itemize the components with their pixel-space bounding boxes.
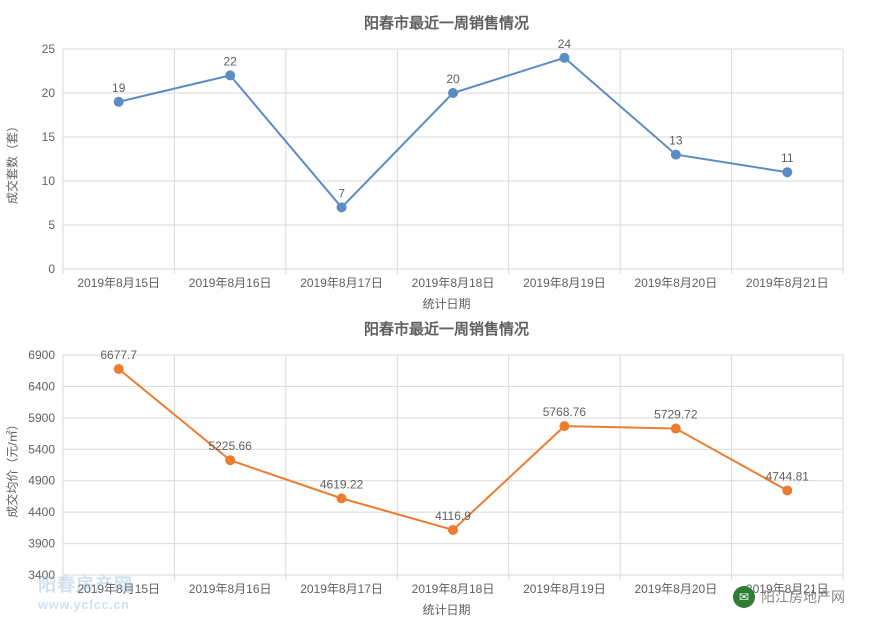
svg-text:2019年8月19日: 2019年8月19日 xyxy=(523,276,606,290)
svg-text:5: 5 xyxy=(48,218,55,232)
svg-text:4400: 4400 xyxy=(28,505,55,519)
svg-text:2019年8月18日: 2019年8月18日 xyxy=(412,582,495,596)
svg-text:2019年8月17日: 2019年8月17日 xyxy=(300,276,383,290)
svg-text:4900: 4900 xyxy=(28,474,55,488)
svg-text:4619.22: 4619.22 xyxy=(320,477,364,491)
svg-text:11: 11 xyxy=(781,151,794,165)
chart-1-ylabel: 成交套数（套） xyxy=(4,120,21,204)
svg-text:2019年8月17日: 2019年8月17日 xyxy=(300,582,383,596)
svg-text:6400: 6400 xyxy=(28,379,55,393)
chart-1-title: 阳春市最近一周销售情况 xyxy=(8,12,885,33)
svg-text:3900: 3900 xyxy=(28,537,55,551)
svg-text:2019年8月20日: 2019年8月20日 xyxy=(634,276,717,290)
chart-2-ylabel: 成交均价（元/㎡） xyxy=(4,418,21,517)
svg-text:24: 24 xyxy=(558,39,572,51)
svg-text:20: 20 xyxy=(42,86,56,100)
svg-text:4116.9: 4116.9 xyxy=(435,509,471,523)
svg-text:5900: 5900 xyxy=(28,411,55,425)
chart-2-xlabel: 统计日期 xyxy=(8,601,885,618)
chart-1: 阳春市最近一周销售情况 成交套数（套） 05101520252019年8月15日… xyxy=(8,12,885,312)
svg-text:5225.66: 5225.66 xyxy=(208,439,252,453)
svg-text:6900: 6900 xyxy=(28,348,55,362)
svg-text:5768.76: 5768.76 xyxy=(543,405,587,419)
chart-1-plot: 0 5 10 15 20 25 2019年8月15日 2019年8月16日 2019年8月17日… xyxy=(8,39,863,293)
svg-text:20: 20 xyxy=(446,72,460,86)
svg-text:5729.72: 5729.72 xyxy=(654,408,698,422)
svg-text:2019年8月21日: 2019年8月21日 xyxy=(746,582,829,596)
svg-text:2019年8月16日: 2019年8月16日 xyxy=(189,582,272,596)
svg-text:0: 0 xyxy=(48,262,55,276)
chart-2-plot: 3400 3900 4400 4900 5400 5900 6400 6900 2019年8月1… xyxy=(8,345,863,599)
svg-text:3400: 3400 xyxy=(28,568,55,582)
svg-text:10: 10 xyxy=(42,174,56,188)
chart-2: 阳春市最近一周销售情况 成交均价（元/㎡） 340039004400490054… xyxy=(8,318,885,618)
svg-text:2019年8月20日: 2019年8月20日 xyxy=(634,582,717,596)
svg-text:2019年8月18日: 2019年8月18日 xyxy=(412,276,495,290)
svg-text:13: 13 xyxy=(669,134,683,148)
svg-text:6677.7: 6677.7 xyxy=(100,348,137,362)
svg-text:2019年8月16日: 2019年8月16日 xyxy=(189,276,272,290)
svg-text:22: 22 xyxy=(223,54,237,68)
svg-text:25: 25 xyxy=(42,42,56,56)
svg-text:19: 19 xyxy=(112,81,126,95)
svg-text:7: 7 xyxy=(338,186,345,200)
svg-text:2019年8月21日: 2019年8月21日 xyxy=(746,276,829,290)
svg-text:2019年8月15日: 2019年8月15日 xyxy=(77,582,160,596)
svg-text:15: 15 xyxy=(42,130,56,144)
svg-text:5400: 5400 xyxy=(28,442,55,456)
svg-text:4744.81: 4744.81 xyxy=(766,469,810,483)
chart-1-xlabel: 统计日期 xyxy=(8,295,885,312)
chart-2-title: 阳春市最近一周销售情况 xyxy=(8,318,885,339)
svg-text:2019年8月15日: 2019年8月15日 xyxy=(77,276,160,290)
svg-text:2019年8月19日: 2019年8月19日 xyxy=(523,582,606,596)
